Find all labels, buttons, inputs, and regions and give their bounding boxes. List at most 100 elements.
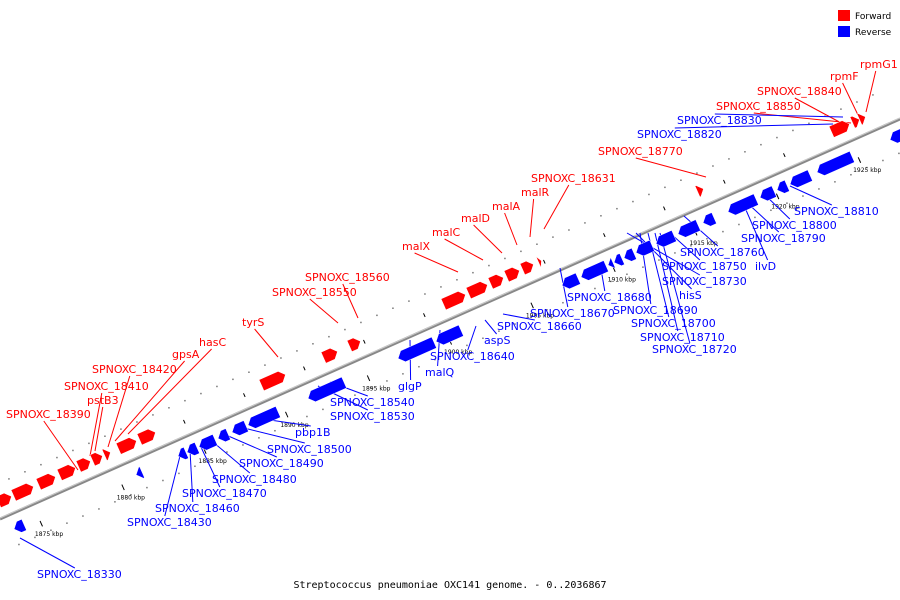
guide-dot — [802, 195, 804, 197]
guide-dot — [466, 344, 468, 347]
guide-dot — [840, 108, 842, 110]
reverse-gene-arrow — [623, 247, 637, 262]
axis-tick — [857, 157, 862, 163]
axis-minor-tick — [183, 419, 186, 424]
forward-gene-arrow — [440, 291, 466, 311]
guide-dot — [56, 456, 58, 459]
guide-dot — [776, 136, 778, 139]
axis-tick-label: 1880 kbp — [117, 495, 145, 502]
guide-dot — [616, 207, 618, 210]
axis-tick-label: 1890 kbp — [280, 422, 308, 429]
guide-dot — [392, 307, 394, 309]
forward-gene-label-gpsa: gpsA — [172, 348, 200, 361]
guide-dot — [834, 181, 836, 183]
guide-dot — [290, 422, 292, 425]
leader-line — [659, 232, 691, 344]
reverse-gene-arrow — [307, 376, 347, 403]
reverse-gene-arrow — [435, 324, 464, 346]
axis-line — [0, 117, 900, 521]
reverse-gene-arrow — [889, 128, 900, 144]
reverse-gene-label-spnoxc_18430: SPNOXC_18430 — [127, 516, 212, 529]
guide-dot — [498, 330, 500, 332]
forward-gene-arrow — [136, 428, 156, 446]
reverse-gene-label-spnoxc_18790: SPNOXC_18790 — [741, 232, 826, 245]
leader-line — [164, 455, 181, 517]
leader-line — [212, 441, 251, 474]
guide-dot — [450, 351, 452, 354]
guide-dot — [354, 394, 356, 396]
leader-line — [444, 238, 484, 261]
leader-line — [635, 157, 707, 178]
reverse-gene-label-spnoxc_18460: SPNOXC_18460 — [155, 502, 240, 515]
leader-line — [745, 209, 769, 261]
forward-gene-label-hasc: hasC — [199, 336, 226, 349]
guide-dot — [34, 536, 36, 539]
forward-gene-label-spnoxc_18420: SPNOXC_18420 — [92, 363, 177, 376]
guide-dot — [434, 358, 436, 361]
leader-line — [225, 434, 277, 458]
forward-gene-arrow — [258, 371, 286, 392]
leader-line — [654, 232, 679, 332]
forward-gene-label-spnoxc_18770: SPNOXC_18770 — [598, 145, 683, 158]
guide-dot — [610, 280, 612, 283]
label-leader-lines — [19, 70, 877, 569]
guide-dot — [402, 373, 404, 375]
guide-dot — [552, 236, 554, 238]
reverse-gene-arrow — [198, 434, 218, 451]
guide-dot — [722, 230, 724, 233]
leader-line — [114, 360, 185, 442]
reverse-gene-label-spnoxc_18480: SPNOXC_18480 — [212, 473, 297, 486]
axis-tick — [39, 520, 43, 527]
leader-line — [626, 232, 701, 276]
axis-tick — [121, 484, 125, 491]
axis-tick — [775, 193, 780, 200]
forward-gene-arrow — [35, 473, 56, 491]
forward-gene-label-spnoxc_18631: SPNOXC_18631 — [531, 172, 616, 185]
leader-line — [342, 283, 359, 319]
guide-dot — [120, 428, 122, 430]
leader-line — [543, 184, 570, 230]
reverse-gene-arrow — [727, 193, 759, 216]
forward-gene-arrow — [346, 337, 361, 352]
forward-gene-label-spnoxc_18550: SPNOXC_18550 — [272, 286, 357, 299]
guide-dot — [312, 343, 314, 345]
leader-line — [683, 215, 719, 247]
guide-dot — [568, 229, 570, 231]
guide-dot — [18, 543, 20, 546]
guide-dot — [322, 408, 324, 411]
leader-line — [409, 339, 412, 381]
axis-highlight — [0, 117, 900, 519]
leader-line — [529, 198, 535, 238]
forward-gene-label-spnoxc_18850: SPNOXC_18850 — [716, 100, 801, 113]
axis-tick-label: 1910 kbp — [608, 276, 636, 283]
guide-dot — [376, 314, 378, 317]
guide-dot — [578, 294, 580, 297]
guide-dot — [200, 392, 202, 395]
reverse-gene-arrow — [677, 219, 701, 238]
leader-line — [559, 267, 569, 308]
forward-gene-arrow — [320, 347, 338, 364]
reverse-gene-label-spnoxc_18800: SPNOXC_18800 — [752, 219, 837, 232]
leader-line — [674, 123, 834, 129]
guide-dot — [482, 337, 484, 340]
leader-line — [504, 212, 518, 246]
guide-dot — [562, 301, 564, 304]
guide-dot — [418, 365, 420, 368]
leader-line — [473, 224, 503, 254]
leader-line — [127, 348, 212, 435]
guide-dot — [162, 479, 164, 482]
guide-dot — [274, 429, 276, 432]
reverse-gene-arrow — [177, 446, 189, 460]
forward-gene-label-tyrs: tyrS — [242, 316, 264, 329]
guide-dot — [264, 364, 266, 366]
guide-dot — [280, 357, 282, 359]
forward-gene-label-spnoxc_18840: SPNOXC_18840 — [757, 85, 842, 98]
guide-dot — [50, 529, 52, 532]
reverse-gene-arrow — [816, 150, 855, 176]
forward-gene-label-spnoxc_18560: SPNOXC_18560 — [305, 271, 390, 284]
legend-reverse-label: Reverse — [855, 28, 892, 38]
guide-dot — [792, 129, 794, 132]
leader-line — [89, 392, 103, 457]
guide-dot — [386, 380, 388, 382]
